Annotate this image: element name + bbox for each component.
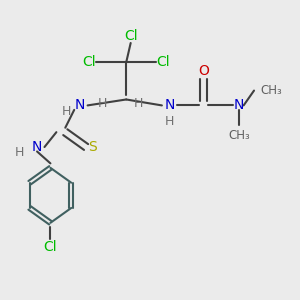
Text: S: S bbox=[88, 140, 96, 154]
Text: Cl: Cl bbox=[124, 28, 137, 43]
Text: H: H bbox=[98, 98, 107, 110]
Text: CH₃: CH₃ bbox=[260, 84, 282, 97]
Text: H: H bbox=[134, 98, 143, 110]
Text: Cl: Cl bbox=[44, 240, 57, 254]
Text: N: N bbox=[164, 98, 175, 112]
Text: N: N bbox=[32, 140, 42, 154]
Text: Cl: Cl bbox=[157, 55, 170, 69]
Text: N: N bbox=[234, 98, 244, 112]
Text: O: O bbox=[198, 64, 209, 78]
Text: CH₃: CH₃ bbox=[228, 129, 250, 142]
Text: Cl: Cl bbox=[82, 55, 96, 69]
Text: H: H bbox=[165, 115, 174, 128]
Text: H: H bbox=[62, 105, 71, 118]
Text: N: N bbox=[75, 98, 85, 112]
Text: H: H bbox=[14, 146, 24, 160]
